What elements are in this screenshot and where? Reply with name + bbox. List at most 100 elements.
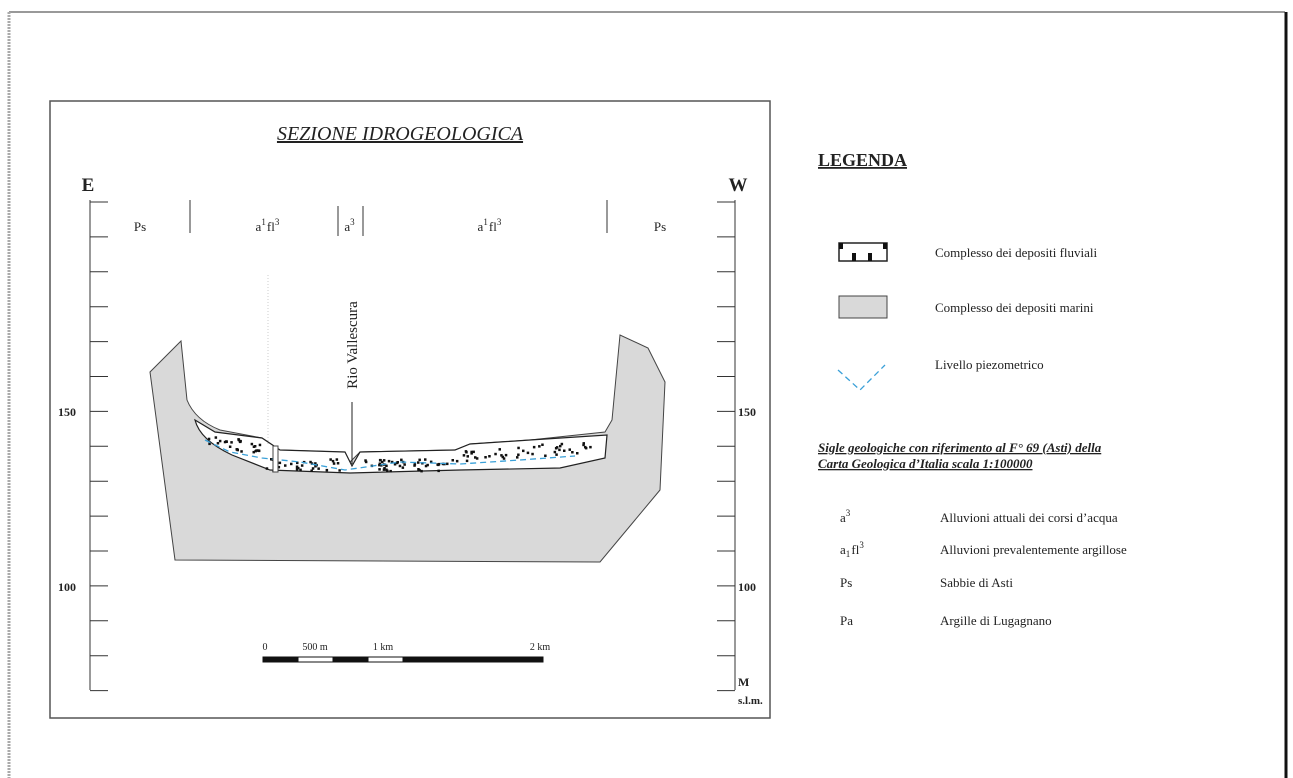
- texture-dot: [456, 460, 459, 463]
- texture-dot: [296, 466, 299, 469]
- texture-dot: [424, 458, 427, 461]
- texture-dot: [437, 464, 440, 467]
- texture-dot: [558, 449, 561, 452]
- sigle-title: Sigle geologiche con riferimento al F° 6…: [818, 440, 1102, 455]
- texture-dot: [505, 454, 508, 457]
- texture-dot: [299, 469, 302, 472]
- west-label: W: [729, 175, 748, 196]
- texture-dot: [585, 447, 588, 450]
- texture-dot: [571, 451, 574, 454]
- texture-dot: [365, 461, 368, 464]
- texture-dot: [254, 445, 257, 448]
- texture-dot: [554, 451, 557, 454]
- sigla-code: Ps: [840, 575, 852, 590]
- sigla-code: a3: [840, 508, 851, 525]
- texture-dot: [527, 452, 530, 455]
- texture-dot: [400, 459, 403, 462]
- texture-dot: [561, 443, 564, 446]
- scale-segment: [403, 657, 543, 662]
- texture-dot: [317, 467, 320, 470]
- sigla-desc: Argille di Lugagnano: [940, 613, 1052, 628]
- texture-dot: [251, 443, 254, 446]
- sigla-desc: Alluvioni attuali dei corsi d’acqua: [940, 510, 1118, 525]
- symbol-dot: [852, 253, 856, 261]
- label-text: Ps: [654, 219, 666, 234]
- texture-dot: [499, 448, 502, 451]
- texture-dot: [472, 451, 475, 454]
- unit-label: Ps: [134, 219, 146, 234]
- texture-dot: [284, 464, 287, 467]
- texture-dot: [403, 463, 406, 466]
- texture-dot: [533, 446, 536, 449]
- label-text: Pa: [840, 613, 853, 628]
- texture-dot: [215, 436, 218, 439]
- texture-dot: [488, 455, 491, 458]
- texture-dot: [208, 438, 211, 441]
- texture-dot: [569, 448, 572, 451]
- texture-dot: [503, 457, 506, 460]
- right-axis-label: 150: [738, 405, 756, 419]
- texture-dot: [402, 466, 405, 469]
- texture-dot: [336, 458, 339, 461]
- texture-dot: [388, 460, 391, 463]
- texture-dot: [555, 453, 558, 456]
- texture-dot: [337, 462, 340, 465]
- texture-dot: [425, 465, 428, 468]
- texture-dot: [582, 444, 585, 447]
- texture-dot: [541, 444, 544, 447]
- scale-label: 500 m: [302, 642, 328, 653]
- page: 0500 m1 km2 km SEZIONE IDROGEOLOGICA E W…: [0, 0, 1293, 778]
- texture-dot: [466, 460, 469, 463]
- texture-dot: [420, 470, 423, 473]
- texture-dot: [266, 467, 269, 470]
- sigla-desc: Sabbie di Asti: [940, 575, 1013, 590]
- texture-dot: [379, 459, 382, 462]
- spacer: [355, 219, 356, 234]
- legend-item: Complesso dei depositi marini: [935, 300, 1094, 315]
- texture-dot: [516, 456, 519, 459]
- texture-dot: [563, 450, 566, 453]
- left-axis-label: 100: [58, 580, 76, 594]
- texture-dot: [253, 451, 256, 454]
- sigle-title: Carta Geologica d’Italia scala 1:100000: [818, 456, 1033, 471]
- texture-dot: [476, 457, 479, 460]
- unit-label: a3: [344, 217, 355, 234]
- texture-dot: [452, 459, 455, 462]
- texture-dot: [556, 446, 559, 449]
- texture-dot: [239, 440, 242, 443]
- texture-dot: [219, 440, 222, 443]
- texture-dot: [257, 449, 260, 452]
- texture-dot: [301, 464, 304, 467]
- scale-segment: [333, 657, 368, 662]
- texture-dot: [389, 470, 392, 473]
- texture-dot: [437, 470, 440, 473]
- sigla-desc: Alluvioni prevalentemente argillose: [940, 542, 1127, 557]
- texture-dot: [279, 462, 282, 465]
- texture-dot: [290, 463, 293, 466]
- texture-dot: [383, 468, 386, 471]
- texture-dot: [329, 458, 332, 461]
- texture-dot: [229, 446, 232, 449]
- texture-dot: [312, 467, 315, 470]
- label-text: Ps: [840, 575, 852, 590]
- east-label: E: [82, 175, 95, 196]
- document: 0500 m1 km2 km SEZIONE IDROGEOLOGICA E W…: [0, 0, 1293, 778]
- texture-dot: [386, 470, 389, 473]
- symbol-dot: [868, 253, 872, 261]
- texture-dot: [259, 444, 262, 447]
- texture-dot: [467, 455, 470, 458]
- texture-dot: [417, 461, 420, 464]
- marine-symbol: [839, 296, 887, 318]
- texture-dot: [399, 465, 402, 468]
- legend-item: Complesso dei depositi fluviali: [935, 245, 1098, 260]
- scale-segment: [263, 657, 298, 662]
- texture-dot: [338, 469, 341, 472]
- spacer: [279, 219, 280, 234]
- texture-dot: [465, 451, 468, 454]
- spacer: [864, 542, 865, 557]
- texture-dot: [332, 460, 335, 463]
- left-axis-label: 150: [58, 405, 76, 419]
- fluvial-symbol: [839, 243, 887, 261]
- legend-item: Livello piezometrico: [935, 357, 1044, 372]
- texture-dot: [217, 442, 220, 445]
